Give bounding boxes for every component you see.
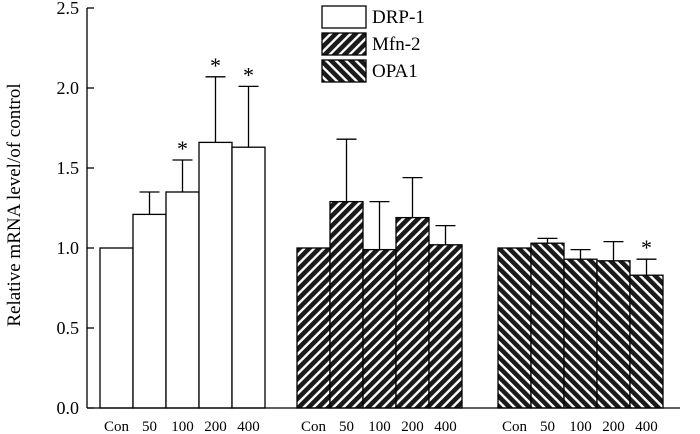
bar-mfn-2-3 [395,216,430,409]
bar-opa1-1 [530,242,565,409]
y-tick-label: 1.5 [57,158,80,178]
bars-layer [99,141,664,409]
x-tick-label: 200 [401,419,424,434]
x-tick-label: 50 [540,419,555,434]
legend-label-mfn-2: Mfn-2 [372,34,421,55]
y-tick-label: 1.0 [57,238,80,258]
significance-marker: * [641,235,652,260]
legend-swatch-opa1 [321,59,367,83]
y-axis: 0.0 0.5 1.0 1.5 2.0 2.5 [57,0,680,418]
x-axis-labels: Con 50 100 200 400 Con 50 100 200 400 Con 50 100 200 4… [104,419,658,434]
x-tick-label: 200 [602,419,625,434]
y-tick-label: 0.0 [57,398,80,418]
significance-layer: * * * * [177,53,652,260]
bar-mfn-2-2 [362,248,397,409]
bar-opa1-3 [596,260,631,409]
x-tick-label: 100 [569,419,592,434]
bar-opa1-0 [497,247,532,409]
bar-drp-1-1 [132,213,167,409]
y-tick-label: 2.5 [57,0,80,18]
bar-mfn-2-4 [428,244,463,409]
bar-drp-1-0 [99,247,134,409]
bar-drp-1-3 [198,141,233,409]
bar-opa1-4 [629,274,664,409]
legend-swatch-drp-1 [321,5,367,29]
x-tick-label: Con [301,419,327,434]
bar-mfn-2-1 [329,200,364,409]
x-tick-label: 100 [171,419,194,434]
significance-marker: * [243,62,254,87]
x-tick-label: 200 [204,419,227,434]
bar-mfn-2-0 [296,247,331,409]
x-tick-label: 400 [434,419,457,434]
x-tick-label: 50 [339,419,354,434]
bar-opa1-2 [563,258,598,409]
significance-marker: * [177,136,188,161]
plot-area: ** ** 0.00.51.01.52.02.5 Con 50 100 200 400 Co… [57,0,680,434]
x-tick-label: 400 [237,419,260,434]
x-tick-label: Con [502,419,528,434]
y-axis-label: Relative mRNA level/of control [4,83,25,326]
significance-marker: * [210,53,221,78]
error-bars-layer [139,76,657,276]
legend-swatch-mfn-2 [321,32,367,56]
x-tick-label: 400 [635,419,658,434]
legend-label-opa1: OPA1 [372,61,418,82]
x-tick-label: 50 [142,419,157,434]
legend: DRP-1 Mfn-2 OPA1 [321,5,425,83]
legend-label-drp-1: DRP-1 [372,7,425,28]
x-tick-label: Con [104,419,130,434]
y-tick-label: 2.0 [57,78,80,98]
x-tick-label: 100 [368,419,391,434]
bar-drp-1-2 [165,191,200,409]
y-tick-label: 0.5 [57,318,80,338]
bar-drp-1-4 [231,146,266,409]
